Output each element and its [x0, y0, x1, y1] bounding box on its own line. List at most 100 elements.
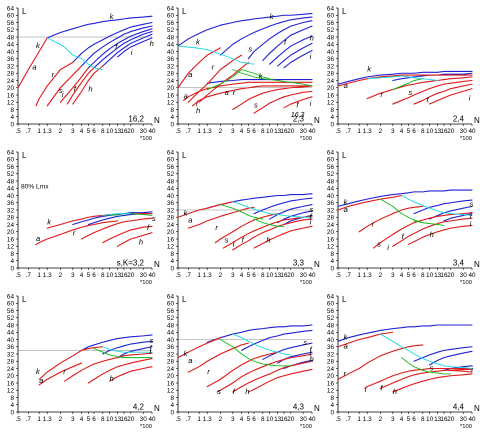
series-line-blue [247, 20, 313, 60]
series-line-red [66, 67, 95, 105]
series-line-cyan [401, 195, 473, 216]
series-line-blue [283, 50, 313, 69]
x-axis-label: N [474, 116, 480, 125]
y-tick-label: 60 [167, 157, 175, 164]
y-tick-label: 28 [7, 215, 15, 222]
series-line-blue [81, 334, 153, 351]
panel-title: 4,3 [293, 403, 305, 412]
y-tick-label: 4 [10, 114, 14, 121]
x-tick-label: 6 [252, 272, 256, 279]
series-line-red [191, 85, 313, 107]
x-tick-label: 1.3 [363, 416, 372, 423]
x-tick-label: 1.3 [43, 128, 52, 135]
x-tick-label: .5 [15, 272, 21, 279]
y-tick-label: 36 [327, 56, 335, 63]
y-tick-label: 32 [327, 207, 335, 214]
x-tick-label: 2 [219, 272, 223, 279]
series-line-cyan [46, 37, 104, 71]
series-line-red [38, 346, 104, 380]
curve-label: k [184, 208, 189, 217]
series-line-red [177, 201, 234, 218]
series-line-blue [269, 204, 313, 220]
x-tick-label: 30 [300, 128, 308, 135]
x-tick-label: 3 [231, 272, 235, 279]
x-tick-label: .5 [335, 416, 341, 423]
y-tick-label: 24 [167, 222, 175, 229]
curve-label: f [426, 95, 429, 104]
series-line-blue [177, 12, 313, 47]
y-tick-label: 8 [170, 251, 174, 258]
y-tick-label: 60 [327, 13, 335, 20]
series-line-blue [429, 205, 473, 220]
y-tick-label: 52 [7, 315, 15, 322]
x-tick-label: 20 [447, 128, 455, 135]
curve-label: k [344, 198, 349, 207]
curve-label: s [225, 236, 229, 245]
panel-note: 80% Lmx [21, 183, 49, 190]
y-tick-label: 0 [330, 121, 334, 128]
series-line-red [38, 362, 83, 386]
curve-label: k [259, 72, 264, 81]
x-unit-label: *100 [300, 424, 312, 430]
y-tick-label: 64 [167, 293, 175, 300]
y-tick-label: 64 [327, 5, 335, 12]
y-tick-label: 32 [167, 351, 175, 358]
curve-label: h [310, 354, 314, 363]
x-tick-label: 3 [391, 416, 395, 423]
y-tick-label: 24 [7, 222, 15, 229]
y-tick-label: 48 [327, 34, 335, 41]
y-tick-label: 12 [327, 244, 335, 251]
x-tick-label: .5 [335, 272, 341, 279]
y-tick-label: 40 [7, 49, 15, 56]
curve-label: s [408, 88, 412, 97]
y-tick-label: 52 [167, 171, 175, 178]
curve-label: r [372, 219, 375, 228]
x-tick-label: 3 [231, 128, 235, 135]
y-tick-label: 48 [327, 322, 335, 329]
y-tick-label: 64 [7, 149, 15, 156]
series-line-red [337, 74, 473, 87]
curve-label: s [303, 338, 307, 347]
x-tick-label: 1 [357, 128, 361, 135]
x-unit-label: *100 [300, 136, 312, 142]
y-tick-label: 52 [7, 171, 15, 178]
y-tick-label: 52 [327, 315, 335, 322]
x-tick-label: 5 [87, 272, 91, 279]
series-line-red [35, 220, 119, 245]
series-line-red [392, 217, 473, 247]
y-tick-label: 12 [7, 244, 15, 251]
x-tick-label: 2 [59, 272, 63, 279]
y-tick-label: 20 [7, 373, 15, 380]
x-tick-label: 1 [37, 272, 41, 279]
x-axis-label: N [314, 404, 320, 413]
curve-label: h [150, 39, 154, 48]
y-tick-label: 24 [7, 78, 15, 85]
panel-7: 0 4 8 12 16 20 24 28 32 36 40 44 48 52 56 60 64.5.7 1 1.3 2… [0, 288, 160, 432]
x-tick-label: 4 [400, 416, 404, 423]
x-tick-label: 1.3 [203, 128, 212, 135]
x-tick-label: 8 [261, 416, 265, 423]
x-unit-label: *100 [460, 424, 472, 430]
y-tick-label: 16 [7, 236, 15, 243]
curve-label: a [188, 356, 192, 365]
x-tick-label: 3 [391, 272, 395, 279]
x-tick-label: 5 [247, 128, 251, 135]
curve-label: f [147, 223, 150, 232]
panel-4: 0 4 8 12 16 20 24 28 32 36 40 44 48 52 56 60 64.5.7 1 1.3 2… [0, 144, 160, 288]
x-tick-label: .7 [346, 416, 352, 423]
curve-label: s [310, 205, 314, 214]
y-tick-label: 20 [327, 85, 335, 92]
x-tick-label: 3 [391, 128, 395, 135]
x-tick-label: 3 [71, 128, 75, 135]
series-line-cyan [379, 333, 473, 369]
series-line-red [35, 61, 74, 107]
y-tick-label: 0 [10, 265, 14, 272]
panel-title: 4,2 [133, 403, 145, 412]
y-tick-label: 64 [167, 149, 175, 156]
y-tick-label: 32 [7, 63, 15, 70]
series-line-green [413, 220, 445, 226]
x-tick-label: 5 [87, 416, 91, 423]
y-tick-label: 60 [167, 301, 175, 308]
curve-label: f [310, 345, 313, 354]
